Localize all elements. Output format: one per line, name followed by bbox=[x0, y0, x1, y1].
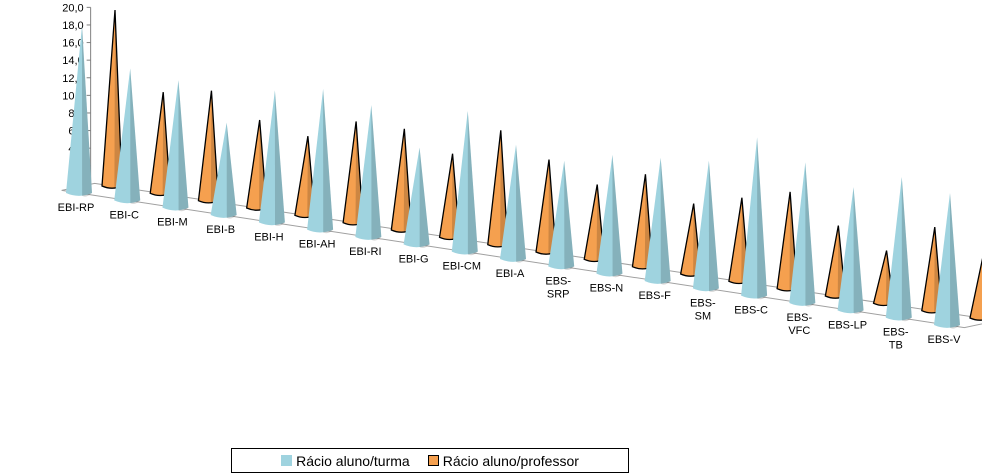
cone-turma-EBI-C bbox=[114, 68, 141, 204]
category-label: EBI-M bbox=[157, 217, 188, 229]
cone-turma-EBI-M-shade bbox=[178, 80, 189, 212]
cone-turma-EBI-G bbox=[403, 147, 430, 248]
cone-professor-EBI-RI bbox=[390, 128, 413, 233]
cone-turma-EBS-VFC bbox=[789, 162, 816, 307]
category-label: EBI-G bbox=[399, 253, 429, 265]
cone-turma-EBI-G-body bbox=[403, 147, 430, 248]
cone-turma-EBI-M bbox=[162, 80, 189, 212]
legend-label-turma: Rácio aluno/turma bbox=[296, 452, 410, 469]
legend-item-turma: Rácio aluno/turma bbox=[281, 453, 410, 469]
cone-turma-EBI-RP bbox=[66, 25, 92, 197]
category-label: EBS-TB bbox=[883, 327, 909, 352]
cone-turma-EBS-F-shade bbox=[660, 157, 671, 285]
cone-turma-EBI-A-body bbox=[500, 144, 526, 262]
cone-turma-EBS-LP-shade bbox=[853, 187, 864, 314]
cone-turma-EBI-C-body bbox=[114, 68, 141, 204]
category-label: EBI-A bbox=[496, 268, 525, 280]
cone-turma-EBS-TB-body bbox=[885, 176, 912, 321]
cone-turma-EBS-SRP-body bbox=[548, 160, 575, 270]
category-label: EBS-V bbox=[927, 334, 961, 346]
cone-turma-EBI-RP-body bbox=[66, 25, 92, 196]
cone-turma-EBI-AH-body bbox=[307, 88, 334, 233]
category-label: EBS-C bbox=[734, 305, 768, 317]
cone-turma-EBI-A bbox=[500, 144, 526, 263]
legend-swatch-professor bbox=[427, 455, 439, 466]
cone-turma-EBS-TB bbox=[885, 176, 912, 322]
cone-professor-EBI-RP-shade bbox=[114, 10, 122, 189]
cone-professor-EBS-V-body bbox=[969, 257, 982, 321]
legend-swatch-turma bbox=[281, 455, 293, 466]
cone-turma-EBS-N-body bbox=[596, 154, 623, 277]
cone-turma-EBI-H bbox=[258, 90, 285, 226]
cone-turma-EBS-N bbox=[596, 154, 623, 278]
cone-professor-EBI-RI-shade bbox=[403, 128, 412, 233]
cone-turma-EBS-LP bbox=[837, 187, 864, 314]
cone-turma-EBI-AH-shade bbox=[323, 88, 334, 234]
category-label: EBI-H bbox=[254, 231, 283, 243]
y-tick-label: 18,0 bbox=[62, 20, 83, 32]
cone-professor-EBI-M-shade bbox=[210, 90, 219, 204]
category-label: EBI-RI bbox=[349, 246, 381, 258]
cone-turma-EBI-CM bbox=[451, 110, 478, 256]
cone-turma-EBI-H-body bbox=[258, 90, 285, 226]
cone-professor-EBI-M bbox=[197, 90, 220, 204]
cone-turma-EBI-B-body bbox=[210, 122, 237, 218]
cone-turma-EBS-V bbox=[934, 193, 960, 329]
category-label: EBI-C bbox=[110, 209, 139, 221]
y-tick-label: 14,0 bbox=[62, 55, 83, 67]
cone-turma-EBS-SM-shade bbox=[708, 160, 719, 292]
category-label: EBS-F bbox=[638, 290, 671, 302]
category-label: EBS-SRP bbox=[545, 275, 571, 300]
cone-turma-EBI-CM-body bbox=[451, 110, 478, 255]
cone-turma-EBS-F-body bbox=[644, 157, 671, 284]
cone-professor-EBS-V bbox=[969, 257, 982, 321]
cone-turma-EBS-V-body bbox=[934, 193, 960, 328]
cone-turma-EBS-VFC-shade bbox=[805, 162, 816, 307]
x-axis-labels: EBI-RP EBI-C EBI-M EBI-B EBI-H EBI-AH EBI-RI EB… bbox=[58, 202, 962, 352]
cone-turma-EBS-SRP bbox=[548, 160, 575, 270]
category-label: EBI-CM bbox=[443, 261, 482, 273]
cone-turma-EBS-N-shade bbox=[612, 154, 623, 278]
cone-turma-EBI-RI-body bbox=[355, 105, 382, 240]
cone-turma-EBI-AH bbox=[307, 88, 334, 234]
category-label: EBI-AH bbox=[299, 239, 336, 251]
cone-turma-EBI-CM-shade bbox=[467, 110, 478, 256]
y-tick-label: 16,0 bbox=[62, 38, 83, 50]
cone-turma-EBS-VFC-body bbox=[789, 162, 816, 306]
cone-turma-EBS-SRP-shade bbox=[564, 160, 575, 270]
y-tick-label: 20,0 bbox=[62, 2, 83, 14]
cone-turma-EBI-RI-shade bbox=[371, 105, 382, 241]
category-label: EBS-VFC bbox=[786, 312, 812, 337]
category-label: EBI-RP bbox=[58, 202, 95, 214]
cone-turma-EBS-C bbox=[741, 137, 768, 300]
category-label: EBI-B bbox=[206, 224, 235, 236]
cone-turma-EBS-SM-body bbox=[692, 160, 719, 292]
cone-turma-EBS-C-body bbox=[741, 137, 768, 299]
category-label: EBS-N bbox=[590, 283, 624, 295]
cone-turma-EBS-C-shade bbox=[757, 137, 768, 300]
cone-turma-EBI-RP-shade bbox=[82, 25, 92, 197]
cone-turma-EBS-V-shade bbox=[950, 193, 960, 329]
category-label: EBS-SM bbox=[690, 297, 716, 322]
cone-turma-EBS-SM bbox=[692, 160, 719, 292]
category-label: EBS-LP bbox=[828, 319, 867, 331]
cone-turma-EBI-G-shade bbox=[419, 147, 430, 248]
legend-label-professor: Rácio aluno/professor bbox=[442, 452, 579, 469]
chart-legend: Rácio aluno/turma Rácio aluno/professor bbox=[231, 448, 629, 473]
cone-turma-EBS-TB-shade bbox=[901, 176, 912, 322]
cone-turma-EBI-B bbox=[210, 122, 237, 219]
cone-turma-EBI-A-shade bbox=[516, 144, 526, 263]
cone-turma-EBI-RI bbox=[355, 105, 382, 241]
cone-turma-EBI-C-shade bbox=[130, 68, 141, 204]
cone-turma-EBI-B-shade bbox=[226, 122, 237, 219]
chart-marks bbox=[66, 9, 982, 329]
cone-turma-EBS-F bbox=[644, 157, 671, 285]
legend-item-professor: Rácio aluno/professor bbox=[427, 452, 579, 469]
cone-turma-EBI-M-body bbox=[162, 80, 189, 211]
cone-turma-EBI-H-shade bbox=[274, 90, 285, 226]
cone-turma-EBS-LP-body bbox=[837, 187, 864, 314]
